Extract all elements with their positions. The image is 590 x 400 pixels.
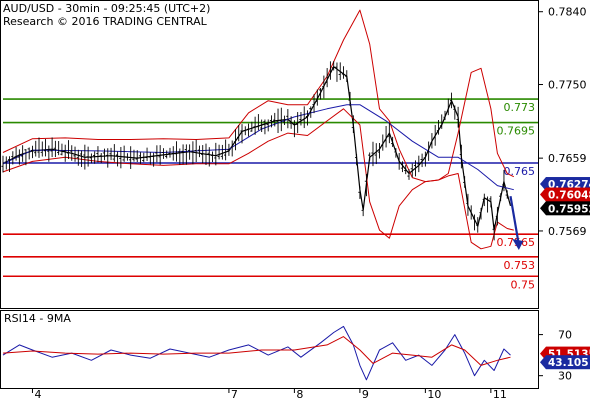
y-tick-label: 0.7569 [548, 225, 587, 238]
level-label-pivot-2: 0.765 [504, 165, 536, 178]
price-tag-label: 0.76048 [548, 190, 590, 202]
price-bars [1, 61, 508, 241]
rsi-tag-box [546, 355, 590, 370]
forecast-arrow [509, 195, 520, 243]
bollinger-lower-line [2, 108, 514, 250]
price-tag-pointer [540, 201, 546, 216]
price-tag-2: 0.75952 [540, 201, 590, 216]
price-tag-1: 0.76048 [540, 187, 590, 202]
forecast-arrow-head [512, 238, 524, 250]
price-tag-label: 0.75952 [548, 203, 590, 215]
rsi-tag-label: 43.105 [548, 357, 589, 369]
price-tag-box [546, 177, 590, 192]
rsi-tag-pointer [540, 355, 546, 370]
chart-header-copyright: Research © 2016 TRADING CENTRAL [3, 15, 208, 28]
price-tag-box [546, 187, 590, 202]
x-tick-label: 9 [362, 388, 369, 400]
x-tick-label: 8 [296, 388, 303, 400]
rsi-y-tick-label: 30 [558, 370, 572, 383]
price-tag-box [546, 201, 590, 216]
level-label-support-5: 0.75 [511, 278, 536, 291]
bollinger-upper-line [2, 9, 515, 183]
rsi-y-tick-label: 70 [558, 329, 572, 342]
x-tick-label: 10 [427, 388, 441, 400]
y-tick-label: 0.7750 [548, 79, 587, 92]
price-panel-frame [0, 0, 539, 309]
price-tag-pointer [540, 187, 546, 202]
level-label-resistance-1: 0.7695 [497, 125, 536, 138]
rsi-ma-line [2, 336, 511, 366]
x-tick-label: 7 [231, 388, 238, 400]
rsi-line [2, 325, 511, 381]
level-label-resistance-0: 0.773 [504, 101, 536, 114]
chart-header-title: AUD/USD - 30min - 09:25:45 (UTC+2) [3, 2, 210, 15]
level-label-support-4: 0.753 [504, 259, 536, 272]
price-tag-pointer [540, 177, 546, 192]
x-tick-label: 4 [34, 388, 41, 400]
rsi-panel-title: RSI14 - 9MA [4, 312, 71, 325]
rsi-panel-frame [0, 310, 539, 389]
y-tick-label: 0.7840 [548, 6, 587, 19]
rsi-tag-1: 43.105 [540, 355, 590, 370]
x-tick-label: 11 [493, 388, 507, 400]
y-tick-label: 0.7659 [548, 152, 587, 165]
rsi-panel [2, 325, 511, 381]
moving-average-line [2, 104, 514, 191]
